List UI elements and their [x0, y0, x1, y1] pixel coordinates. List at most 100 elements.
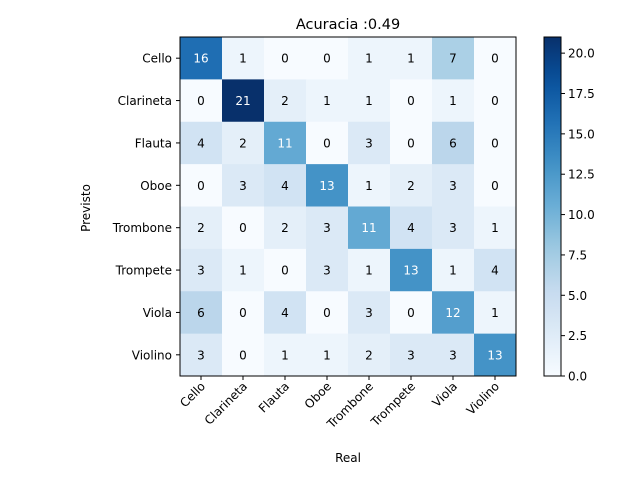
heatmap-cells: [180, 37, 517, 377]
cell-value-label: 13: [487, 348, 502, 362]
colorbar-tick-label: 7.5: [568, 248, 587, 262]
cell-value-label: 2: [407, 179, 415, 193]
heatmap-cell: [222, 164, 265, 207]
heatmap-cell: [306, 79, 349, 123]
heatmap-cell: [264, 37, 307, 80]
heatmap-cell: [474, 333, 517, 377]
heatmap-cell: [390, 37, 433, 80]
cell-value-label: 1: [281, 348, 289, 362]
heatmap-cell: [390, 291, 433, 335]
heatmap-cell: [432, 37, 475, 80]
cell-value-label: 1: [491, 221, 499, 235]
heatmap-cell: [222, 206, 265, 250]
cell-value-label: 2: [239, 136, 247, 150]
colorbar-tick-label: 17.5: [568, 87, 595, 101]
y-tick-label: Violino: [132, 348, 172, 362]
colorbar-gradient: [543, 36, 562, 377]
cell-value-label: 3: [197, 264, 205, 278]
cell-value-label: 1: [491, 306, 499, 320]
cell-value-label: 4: [281, 306, 289, 320]
colorbar-tick-label: 2.5: [568, 329, 587, 343]
y-axis-label: Previsto: [79, 184, 93, 232]
cell-value-label: 0: [239, 306, 247, 320]
heatmap-cell: [306, 164, 349, 207]
cell-value-label: 0: [407, 94, 415, 108]
colorbar-tick-label: 0.0: [568, 370, 587, 384]
chart-title: Acuracia :0.49: [296, 17, 400, 33]
cell-value-label: 6: [449, 136, 457, 150]
heatmap-cell: [390, 248, 433, 292]
x-tick-label: Cello: [177, 379, 208, 410]
heatmap-cell: [348, 248, 391, 292]
heatmap-cell: [390, 333, 433, 377]
heatmap-cell: [474, 121, 517, 165]
cell-value-label: 2: [365, 348, 373, 362]
cell-value-label: 0: [323, 306, 331, 320]
heatmap-cell: [348, 164, 391, 207]
cell-value-label: 0: [491, 136, 499, 150]
heatmap-cell: [432, 164, 475, 207]
heatmap-cell: [180, 37, 223, 80]
heatmap-cell: [348, 291, 391, 335]
cell-value-label: 0: [491, 179, 499, 193]
cell-value-label: 1: [365, 94, 373, 108]
y-tick-label: Clarineta: [118, 94, 172, 108]
heatmap-cell: [432, 121, 475, 165]
cell-value-label: 3: [239, 179, 247, 193]
cell-value-label: 1: [449, 94, 457, 108]
cell-value-label: 3: [449, 348, 457, 362]
cell-value-label: 3: [365, 136, 373, 150]
heatmap-cell: [180, 248, 223, 292]
heatmap-cell: [306, 121, 349, 165]
heatmap-cell: [432, 79, 475, 123]
cell-value-label: 1: [239, 264, 247, 278]
heatmap-cell: [222, 121, 265, 165]
cell-value-label: 3: [365, 306, 373, 320]
cell-value-label: 13: [403, 264, 418, 278]
x-tick-label: Oboe: [302, 379, 334, 411]
heatmap-cell: [390, 79, 433, 123]
heatmap-cell: [306, 248, 349, 292]
heatmap-cell: [306, 291, 349, 335]
cell-value-label: 16: [193, 52, 208, 66]
heatmap-cell: [348, 79, 391, 123]
heatmap-cell: [264, 79, 307, 123]
cell-value-label: 3: [197, 348, 205, 362]
cell-value-label: 3: [407, 348, 415, 362]
heatmap-cell: [306, 206, 349, 250]
cell-value-label: 3: [323, 221, 331, 235]
heatmap-cell: [432, 206, 475, 250]
cell-value-label: 3: [449, 179, 457, 193]
colorbar-tick-label: 5.0: [568, 289, 587, 303]
cell-value-label: 11: [361, 221, 376, 235]
cell-value-label: 2: [281, 221, 289, 235]
heatmap-cell: [474, 248, 517, 292]
y-tick-label: Trompete: [115, 264, 172, 278]
heatmap-cell: [390, 121, 433, 165]
y-tick-label: Cello: [142, 52, 172, 66]
cell-value-label: 12: [445, 306, 460, 320]
cell-value-label: 0: [407, 136, 415, 150]
cell-value-label: 1: [449, 264, 457, 278]
cell-value-label: 0: [407, 306, 415, 320]
cell-value-label: 7: [449, 52, 457, 66]
heatmap-cell-labels: 16 1 0 0 1 1 7 00 21 2 1 1 0 1 04 2 11 0 3 0 6 00 3 4 13 1 2 3 02 0 2 3…: [193, 52, 502, 363]
cell-value-label: 6: [197, 306, 205, 320]
cell-value-label: 1: [323, 94, 331, 108]
y-tick-label: Flauta: [135, 136, 172, 150]
heatmap-cell: [222, 79, 265, 123]
heatmap-cell: [348, 333, 391, 377]
plot-frame: [179, 36, 517, 377]
heatmap-cell: [474, 37, 517, 80]
cell-value-label: 4: [281, 179, 289, 193]
cell-value-label: 1: [407, 52, 415, 66]
heatmap-cell: [348, 206, 391, 250]
heatmap-cell: [348, 121, 391, 165]
heatmap-cell: [180, 291, 223, 335]
x-tick-label: Flauta: [256, 379, 292, 415]
heatmap-cell: [222, 291, 265, 335]
heatmap-cell: [474, 164, 517, 207]
cell-value-label: 11: [277, 136, 292, 150]
